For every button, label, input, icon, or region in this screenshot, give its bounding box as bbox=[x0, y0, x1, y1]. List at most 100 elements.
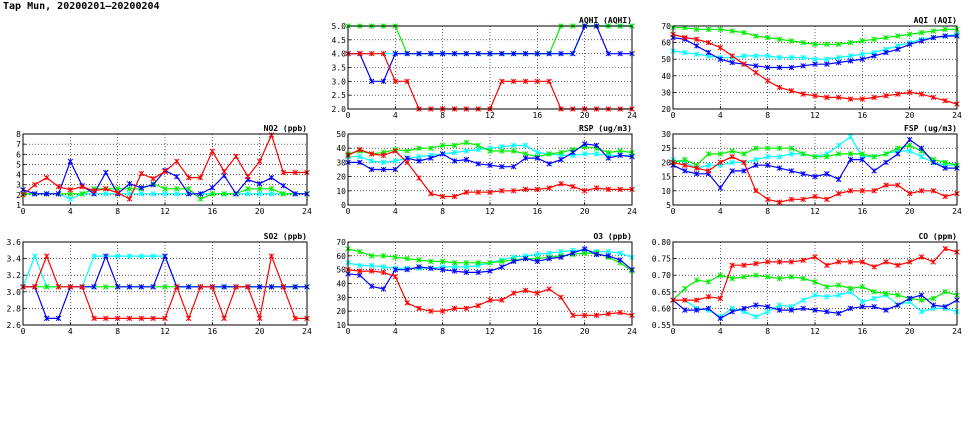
fsp-point bbox=[812, 153, 818, 160]
rsp-point bbox=[463, 189, 470, 195]
o3-point bbox=[499, 264, 505, 270]
o3-point bbox=[380, 253, 387, 259]
fsp-x-tick-label: 16 bbox=[858, 207, 868, 216]
o3-point bbox=[404, 266, 410, 273]
so2-point bbox=[32, 253, 38, 259]
aqi-point bbox=[942, 26, 948, 33]
aqhi-point bbox=[534, 78, 541, 85]
aqhi-point bbox=[380, 50, 387, 57]
no2-point bbox=[103, 191, 109, 197]
co-point bbox=[847, 305, 854, 312]
rsp-point bbox=[392, 158, 399, 164]
rsp-point bbox=[558, 156, 564, 163]
so2-point bbox=[126, 315, 133, 322]
o3-point bbox=[428, 308, 434, 314]
o3-point bbox=[463, 264, 470, 270]
aqhi-point bbox=[570, 50, 576, 57]
fsp-x-tick-label: 4 bbox=[718, 207, 723, 216]
rsp-point bbox=[558, 149, 564, 156]
no2-point bbox=[138, 170, 145, 177]
aqi-point bbox=[682, 34, 688, 41]
no2-point bbox=[292, 191, 298, 197]
aqhi-point bbox=[439, 50, 446, 57]
so2-x-tick-label: 0 bbox=[21, 327, 26, 336]
rsp-point bbox=[487, 148, 493, 154]
no2-point bbox=[91, 188, 97, 194]
co-point bbox=[895, 292, 901, 298]
o3-point bbox=[570, 312, 576, 319]
co-point bbox=[764, 274, 771, 280]
fsp-x-tick-label: 20 bbox=[905, 207, 915, 216]
o3-point bbox=[416, 264, 422, 270]
co-plot-frame bbox=[672, 241, 958, 326]
aqi-point bbox=[871, 53, 877, 59]
co-point bbox=[693, 297, 700, 303]
no2-point bbox=[67, 187, 74, 193]
so2-point bbox=[221, 315, 227, 322]
aqi-point bbox=[741, 61, 747, 67]
o3-point bbox=[451, 305, 458, 312]
rsp-y-tick-label: 50 bbox=[336, 130, 346, 139]
fsp-point bbox=[753, 156, 759, 163]
aqi-point bbox=[895, 91, 901, 97]
co-point bbox=[753, 302, 759, 308]
so2-point bbox=[103, 253, 109, 259]
fsp-point bbox=[942, 193, 948, 200]
no2-x-tick-label: 20 bbox=[255, 207, 265, 216]
aqi-point bbox=[705, 49, 712, 56]
rsp-point bbox=[593, 151, 600, 157]
co-point bbox=[753, 272, 759, 278]
o3-point bbox=[404, 255, 410, 262]
fsp-point bbox=[906, 142, 913, 149]
fsp-point bbox=[859, 156, 866, 163]
fsp-point bbox=[835, 190, 842, 197]
co-point bbox=[753, 260, 759, 267]
aqi-point bbox=[788, 64, 795, 71]
so2-point bbox=[67, 284, 74, 290]
o3-point bbox=[357, 248, 363, 255]
fsp-point bbox=[717, 185, 724, 191]
rsp-point bbox=[510, 148, 517, 154]
rsp-point bbox=[404, 148, 410, 154]
co-point bbox=[800, 297, 806, 303]
aqi-point bbox=[859, 38, 866, 44]
no2-point bbox=[150, 191, 156, 197]
o3-point bbox=[570, 250, 576, 256]
co-point bbox=[812, 279, 818, 285]
no2-point bbox=[245, 186, 251, 192]
aqhi-point bbox=[546, 78, 552, 85]
no2-point bbox=[150, 181, 156, 188]
aqi-y-tick-label: 50 bbox=[661, 55, 671, 64]
rsp-point bbox=[368, 151, 375, 157]
so2-plot-frame bbox=[22, 241, 308, 326]
o3-point bbox=[439, 266, 446, 273]
so2-point bbox=[162, 284, 168, 290]
aqi-x-tick-label: 20 bbox=[905, 111, 915, 120]
aqhi-point bbox=[451, 50, 458, 57]
o3-point bbox=[368, 268, 375, 274]
rsp-point bbox=[581, 151, 588, 157]
no2-y-tick-label: 5 bbox=[16, 160, 21, 169]
so2-x-tick-label: 8 bbox=[115, 327, 120, 336]
rsp-point bbox=[439, 151, 446, 157]
fsp-point bbox=[800, 171, 806, 177]
fsp-point bbox=[788, 151, 795, 157]
co-point bbox=[788, 259, 795, 265]
aqhi-x-tick-label: 24 bbox=[627, 111, 637, 120]
co-point bbox=[824, 308, 830, 315]
no2-point bbox=[32, 191, 38, 197]
no2-chart-title: NO2 (ppb) bbox=[264, 124, 307, 133]
aqi-point bbox=[776, 36, 783, 43]
so2-point bbox=[126, 253, 133, 259]
aqi-y-tick-label: 60 bbox=[661, 39, 671, 48]
so2-point bbox=[280, 284, 287, 290]
fsp-point bbox=[942, 165, 948, 171]
no2-point bbox=[185, 174, 192, 181]
no2-point bbox=[268, 186, 275, 192]
rsp-point bbox=[570, 149, 576, 156]
co-point bbox=[859, 259, 866, 265]
co-y-tick-label: 0.65 bbox=[652, 288, 671, 297]
no2-point bbox=[233, 153, 239, 160]
fsp-point bbox=[812, 173, 818, 180]
